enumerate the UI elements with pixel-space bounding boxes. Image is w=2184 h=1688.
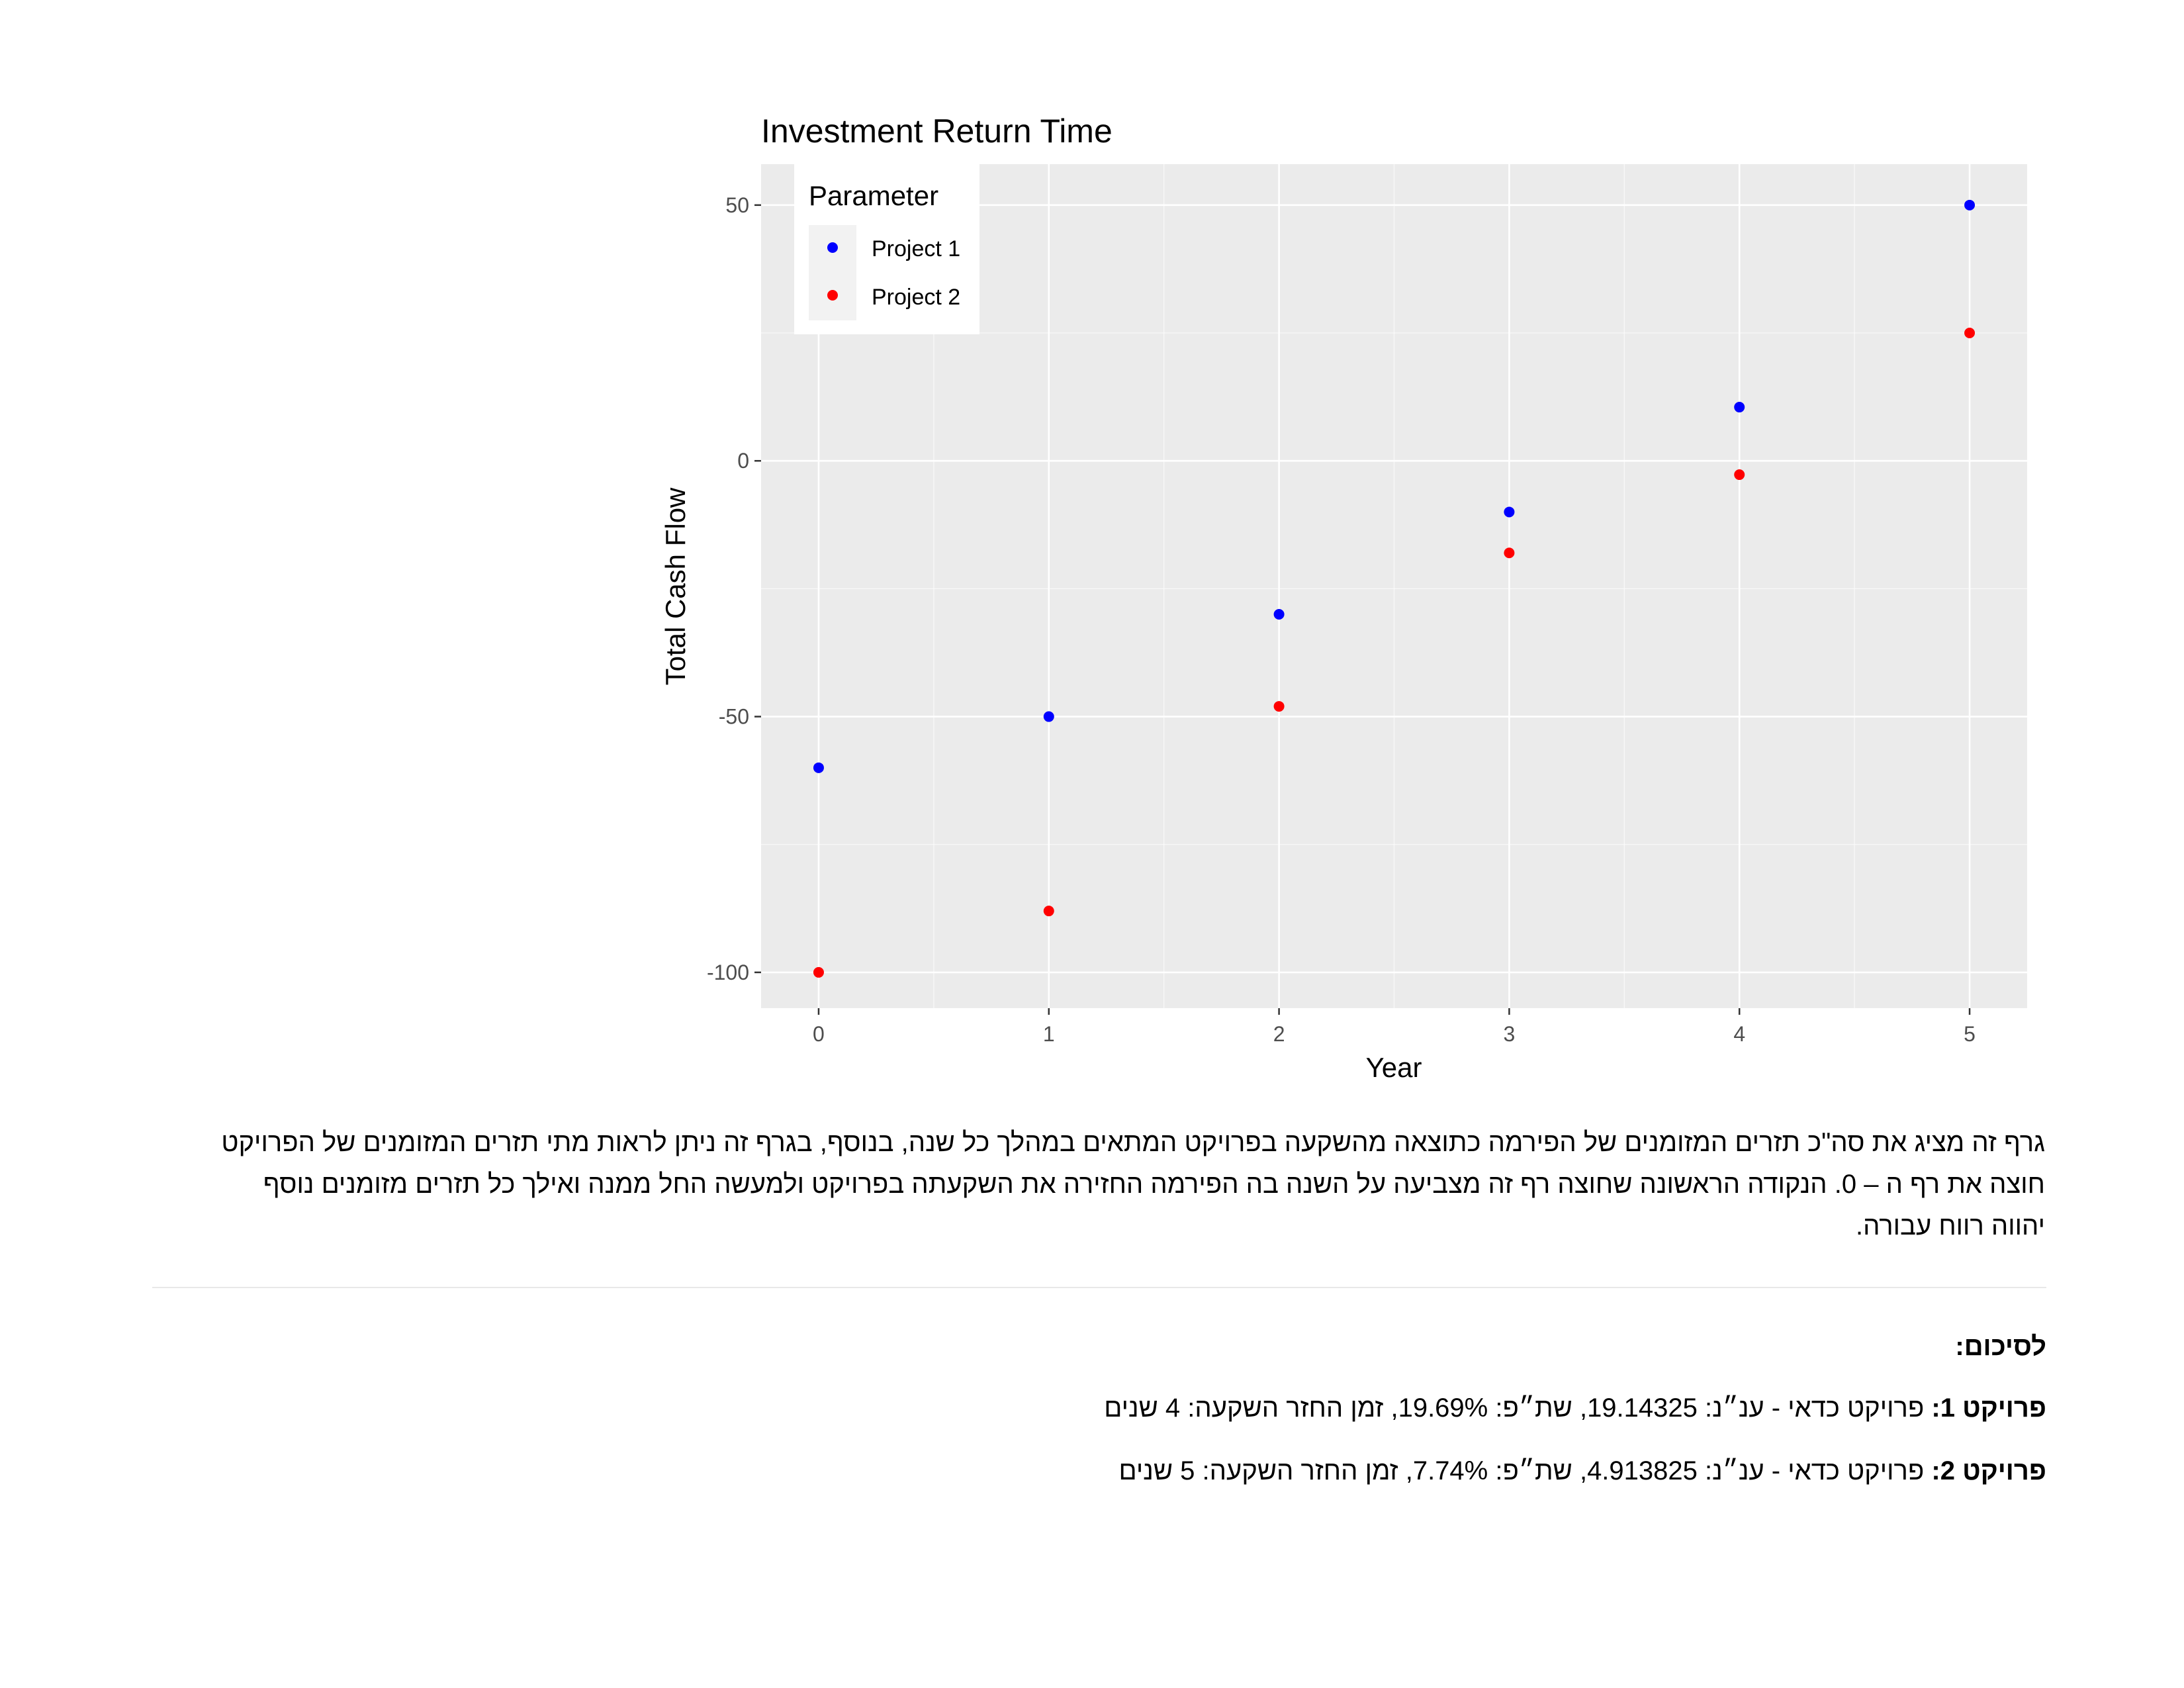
- data-point-series-1: [1273, 609, 1285, 620]
- divider: [152, 1287, 2046, 1288]
- chart-title: Investment Return Time: [761, 113, 1113, 150]
- data-point-series-2: [1273, 701, 1285, 712]
- data-point-series-1: [813, 762, 824, 773]
- legend-label-project-2: Project 2: [872, 285, 960, 310]
- legend: Parameter Project 1 Project 2: [794, 164, 979, 334]
- data-point-series-2: [1043, 906, 1054, 917]
- summary-project-2-label: פרויקט 2:: [1931, 1456, 2046, 1485]
- legend-marker-project-1: [827, 242, 838, 253]
- y-tick-label: 0: [737, 449, 749, 473]
- y-tick-label: 50: [725, 193, 749, 217]
- description-line-3: יהווה רווח עבורה.: [1855, 1211, 2045, 1241]
- data-point-series-2: [1504, 547, 1515, 559]
- x-tick-label: 2: [1273, 1022, 1285, 1046]
- scatter-chart: Investment Return Time 0 1 2 3 4 5 -100 -50 0 50…: [660, 113, 2027, 1083]
- y-axis-ticks: -100 -50 0 50: [707, 193, 761, 984]
- data-point-series-1: [1504, 506, 1515, 518]
- data-point-series-1: [1734, 402, 1745, 413]
- data-points: [813, 199, 1976, 978]
- description-line-1: גרף זה מציג את סה"כ תזרים המזומנים של הפ…: [221, 1128, 2045, 1157]
- data-point-series-2: [1964, 328, 1976, 338]
- summary-heading: לסיכום:: [1955, 1332, 2046, 1361]
- summary-project-2-text: פרויקט כדאי - ענ״נ: 4.913825, שת״פ: 7.74…: [1118, 1456, 1932, 1485]
- x-tick-label: 5: [1964, 1022, 1976, 1046]
- y-axis-title: Total Cash Flow: [660, 487, 691, 685]
- summary-project-1-text: פרויקט כדאי - ענ״נ: 19.14325, שת״פ: 19.6…: [1104, 1393, 1932, 1423]
- y-tick-label: -100: [707, 961, 749, 984]
- data-point-series-2: [1734, 469, 1745, 481]
- x-tick-label: 3: [1504, 1022, 1516, 1046]
- data-point-series-1: [1043, 711, 1054, 722]
- x-axis-title: Year: [1366, 1052, 1422, 1083]
- x-tick-label: 0: [813, 1022, 825, 1046]
- x-tick-label: 4: [1733, 1022, 1745, 1046]
- y-tick-label: -50: [719, 705, 749, 729]
- summary-project-1-label: פרויקט 1:: [1931, 1393, 2046, 1423]
- x-tick-label: 1: [1043, 1022, 1055, 1046]
- legend-title: Parameter: [809, 180, 938, 211]
- data-point-series-2: [813, 966, 824, 978]
- legend-label-project-1: Project 1: [872, 236, 960, 261]
- legend-marker-project-2: [827, 290, 838, 301]
- x-axis-ticks: 0 1 2 3 4 5: [813, 1008, 1976, 1046]
- summary-project-2: פרויקט 2: פרויקט כדאי - ענ״נ: 4.913825, …: [1119, 1456, 2046, 1486]
- description-line-2: חוצה את רף ה – 0. הנקודה הראשונה שחוצה ר…: [263, 1170, 2045, 1199]
- summary-project-1: פרויקט 1: פרויקט כדאי - ענ״נ: 19.14325, …: [1104, 1393, 2046, 1423]
- data-point-series-1: [1964, 199, 1976, 211]
